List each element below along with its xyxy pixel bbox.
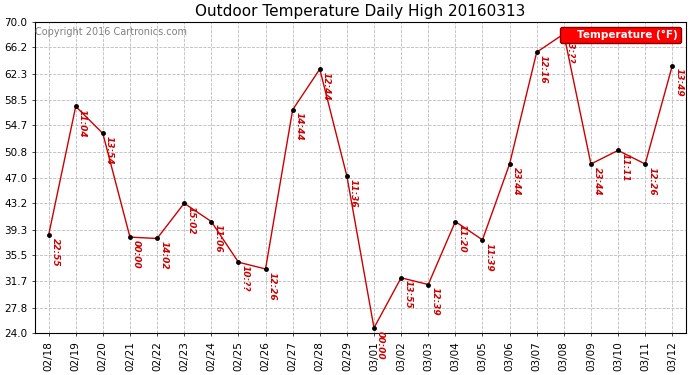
Text: 00:00: 00:00 [376, 331, 385, 359]
Text: 14:44: 14:44 [295, 112, 304, 141]
Text: 10:??: 10:?? [241, 265, 250, 291]
Text: 13:??: 13:?? [566, 37, 575, 63]
Legend: Temperature (°F): Temperature (°F) [560, 27, 680, 43]
Text: 23:44: 23:44 [593, 166, 602, 195]
Text: 23:44: 23:44 [512, 166, 521, 195]
Text: Copyright 2016 Cartronics.com: Copyright 2016 Cartronics.com [35, 27, 187, 37]
Title: Outdoor Temperature Daily High 20160313: Outdoor Temperature Daily High 20160313 [195, 4, 526, 19]
Text: 12:16: 12:16 [539, 55, 548, 84]
Text: 15:02: 15:02 [186, 206, 195, 235]
Text: 22:55: 22:55 [51, 238, 60, 266]
Text: 11:36: 11:36 [349, 179, 358, 207]
Text: 11:39: 11:39 [484, 243, 493, 271]
Text: 12:26: 12:26 [268, 272, 277, 300]
Text: 11:11: 11:11 [620, 153, 629, 182]
Text: 12:39: 12:39 [431, 287, 440, 316]
Text: 13:54: 13:54 [105, 136, 114, 165]
Text: 00:00: 00:00 [132, 240, 141, 268]
Text: 14:02: 14:02 [159, 241, 168, 270]
Text: 13:49: 13:49 [674, 69, 683, 97]
Text: 11:20: 11:20 [457, 224, 466, 253]
Text: 11:04: 11:04 [78, 109, 87, 138]
Text: 12:44: 12:44 [322, 72, 331, 100]
Text: 11:06: 11:06 [213, 224, 222, 253]
Text: 13:55: 13:55 [403, 280, 413, 309]
Text: 12:26: 12:26 [647, 166, 656, 195]
